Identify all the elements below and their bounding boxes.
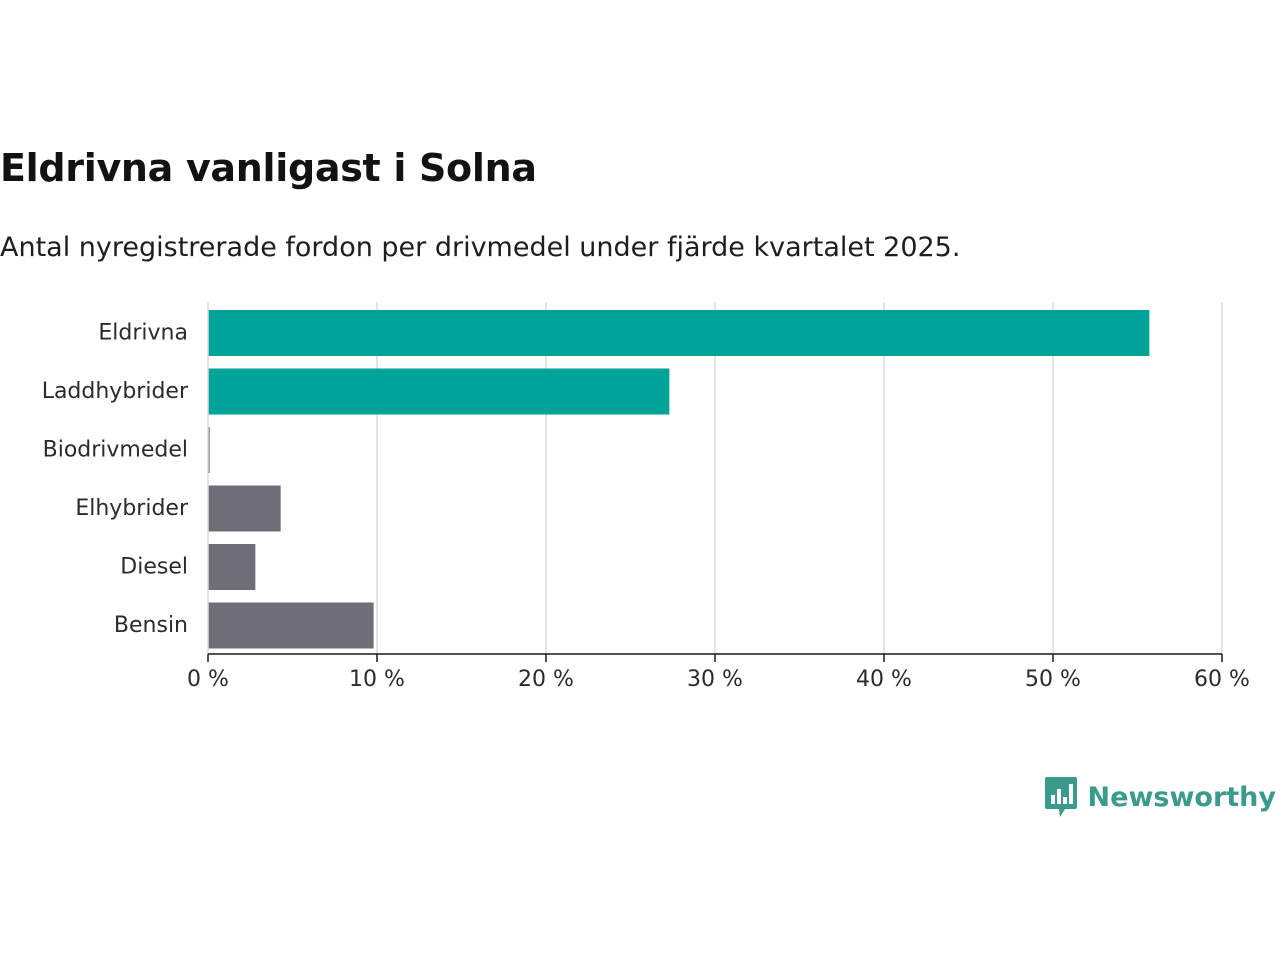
brand-logo: Newsworthy <box>1044 774 1276 820</box>
x-tick-label: 40 % <box>856 667 912 692</box>
category-label: Eldrivna <box>98 321 188 346</box>
x-tick-label: 60 % <box>1194 667 1250 692</box>
bars <box>208 310 1150 649</box>
chart-title: Eldrivna vanligast i Solna <box>0 146 537 190</box>
gridlines <box>376 302 1223 654</box>
bar-biodrivmedel <box>208 427 210 473</box>
category-label: Elhybrider <box>75 496 189 521</box>
x-tick-label: 20 % <box>518 667 574 692</box>
x-axis: 0 % 10 % 20 % 30 % 40 % 50 % 60 % <box>187 302 1250 692</box>
x-tick-label: 50 % <box>1025 667 1081 692</box>
bar-laddhybrider <box>208 368 670 415</box>
category-label: Diesel <box>120 555 188 580</box>
bar-eldrivna <box>208 310 1150 356</box>
category-label: Bensin <box>114 613 188 638</box>
x-tick-label: 0 % <box>187 667 229 692</box>
category-label: Biodrivmedel <box>43 438 188 463</box>
chart-subtitle: Antal nyregistrerade fordon per drivmede… <box>0 232 961 263</box>
bar-diesel <box>208 544 256 590</box>
category-label: Laddhybrider <box>42 379 189 404</box>
bar-elhybrider <box>208 485 281 532</box>
bar-chart-speech-bubble-icon <box>1044 777 1077 817</box>
brand-name: Newsworthy <box>1087 781 1276 813</box>
category-labels: Eldrivna Laddhybrider Biodrivmedel Elhybrid… <box>42 321 189 639</box>
bar-bensin <box>208 602 374 649</box>
x-tick-label: 30 % <box>687 667 743 692</box>
x-tick-label: 10 % <box>349 667 405 692</box>
